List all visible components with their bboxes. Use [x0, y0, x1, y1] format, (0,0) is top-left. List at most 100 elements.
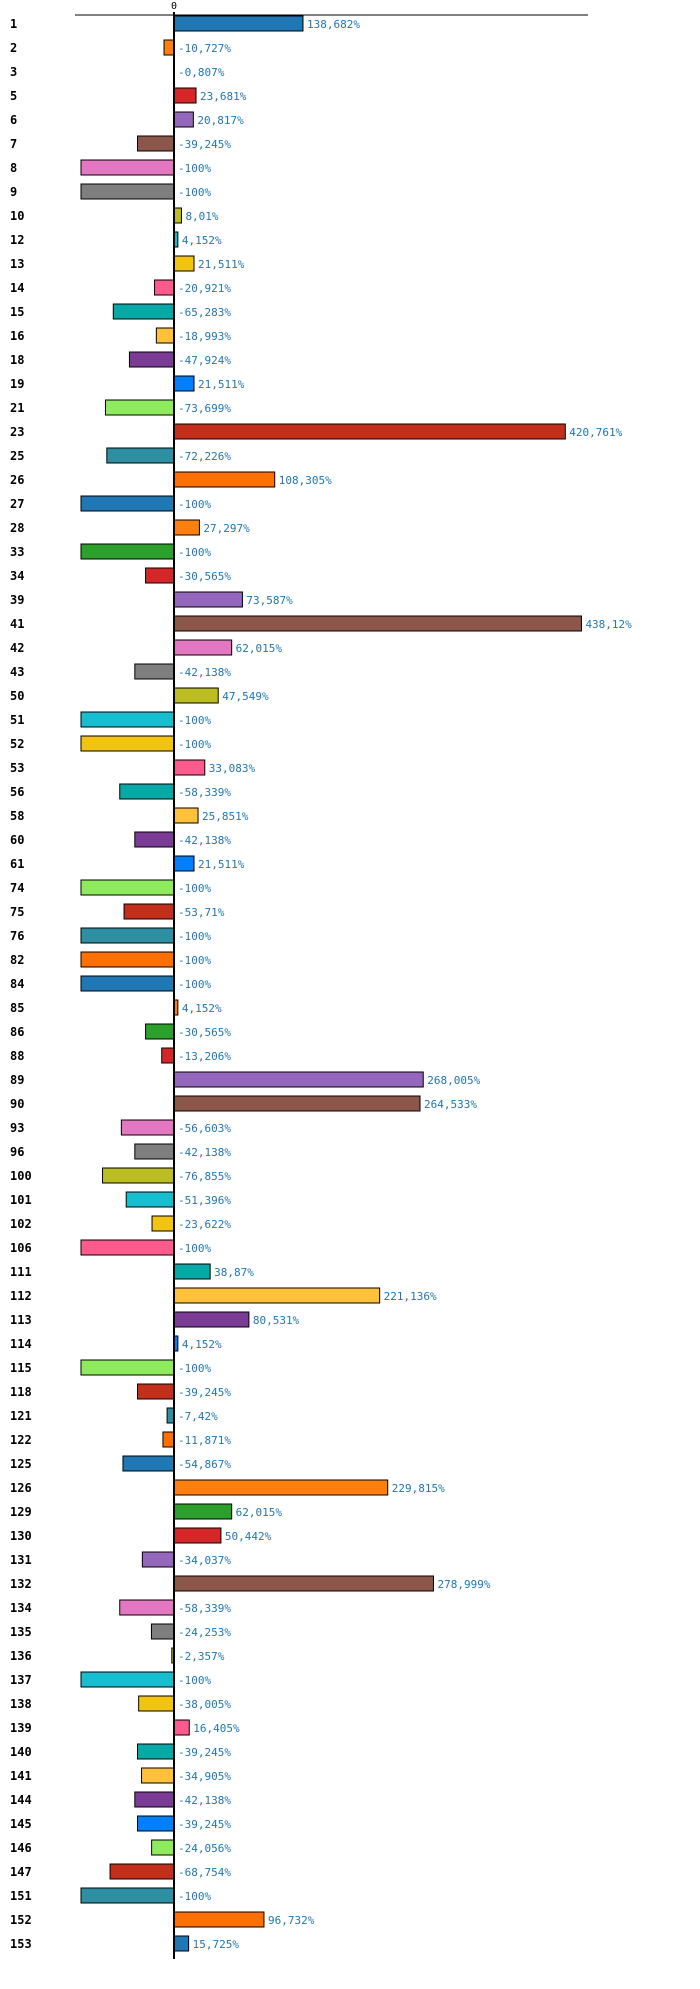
- bar: [173, 15, 304, 32]
- bar: [166, 1407, 175, 1424]
- bar: [80, 1887, 175, 1904]
- bar: [80, 735, 175, 752]
- category-label: 16: [10, 329, 24, 343]
- value-label: 438,12%: [585, 618, 632, 631]
- value-label: -7,42%: [178, 1410, 218, 1423]
- category-label: 51: [10, 713, 24, 727]
- value-label: -42,138%: [178, 834, 231, 847]
- value-label: -38,005%: [178, 1698, 231, 1711]
- value-label: -42,138%: [178, 1794, 231, 1807]
- value-label: -100%: [178, 954, 211, 967]
- category-label: 74: [10, 881, 24, 895]
- value-label: -39,245%: [178, 1818, 231, 1831]
- value-label: 27,297%: [203, 522, 250, 535]
- value-label: 268,005%: [427, 1074, 480, 1087]
- category-label: 60: [10, 833, 24, 847]
- category-label: 18: [10, 353, 24, 367]
- value-label: -100%: [178, 1242, 211, 1255]
- category-label: 114: [10, 1337, 32, 1351]
- value-label: -100%: [178, 186, 211, 199]
- bar: [173, 1527, 222, 1544]
- category-label: 27: [10, 497, 24, 511]
- bar: [80, 1671, 175, 1688]
- value-label: -13,206%: [178, 1050, 231, 1063]
- category-label: 58: [10, 809, 24, 823]
- zero-tick-label: 0: [171, 1, 177, 12]
- category-label: 21: [10, 401, 24, 415]
- bar: [102, 1167, 175, 1184]
- value-label: 23,681%: [200, 90, 247, 103]
- bar: [173, 471, 276, 488]
- value-label: -51,396%: [178, 1194, 231, 1207]
- value-label: -65,283%: [178, 306, 231, 319]
- value-label: -76,855%: [178, 1170, 231, 1183]
- category-label: 5: [10, 89, 17, 103]
- bar: [155, 327, 175, 344]
- bar: [173, 639, 233, 656]
- value-label: 96,732%: [268, 1914, 315, 1927]
- bar: [173, 255, 195, 272]
- value-label: -58,339%: [178, 786, 231, 799]
- value-label: -68,754%: [178, 1866, 231, 1879]
- category-label: 151: [10, 1889, 32, 1903]
- value-label: 264,533%: [424, 1098, 477, 1111]
- bar: [173, 1935, 190, 1952]
- bar: [161, 1047, 175, 1064]
- bar: [137, 1743, 175, 1760]
- value-label: -54,867%: [178, 1458, 231, 1471]
- value-label: 16,405%: [193, 1722, 240, 1735]
- bar: [173, 1095, 421, 1112]
- category-label: 144: [10, 1793, 32, 1807]
- bar: [173, 1575, 434, 1592]
- value-label: 4,152%: [182, 1338, 222, 1351]
- bar: [119, 783, 175, 800]
- bar: [134, 1791, 175, 1808]
- category-label: 2: [10, 41, 17, 55]
- category-label: 147: [10, 1865, 32, 1879]
- category-label: 140: [10, 1745, 32, 1759]
- category-label: 90: [10, 1097, 24, 1111]
- category-label: 19: [10, 377, 24, 391]
- bars: 1 138,682% 2 -10,727% 3 -0,807% 5 23,681% 6 20,81…: [10, 15, 632, 1952]
- bar: [173, 759, 206, 776]
- bar: [80, 183, 175, 200]
- category-label: 12: [10, 233, 24, 247]
- category-label: 25: [10, 449, 24, 463]
- category-label: 129: [10, 1505, 32, 1519]
- category-label: 52: [10, 737, 24, 751]
- value-label: -100%: [178, 162, 211, 175]
- bar: [151, 1839, 175, 1856]
- category-label: 3: [10, 65, 17, 79]
- category-label: 141: [10, 1769, 32, 1783]
- value-label: 47,549%: [222, 690, 269, 703]
- category-label: 137: [10, 1673, 32, 1687]
- category-label: 39: [10, 593, 24, 607]
- category-label: 125: [10, 1457, 32, 1471]
- bar: [173, 591, 243, 608]
- category-label: 6: [10, 113, 17, 127]
- bar: [80, 495, 175, 512]
- bar: [173, 687, 219, 704]
- category-label: 10: [10, 209, 24, 223]
- bar: [173, 375, 195, 392]
- bar: [173, 207, 182, 224]
- category-label: 102: [10, 1217, 32, 1231]
- bar: [173, 1311, 250, 1328]
- bar: [151, 1215, 175, 1232]
- bar: [137, 1383, 175, 1400]
- bar: [173, 1287, 381, 1304]
- value-label: -0,807%: [178, 66, 225, 79]
- value-label: -2,357%: [178, 1650, 225, 1663]
- category-label: 118: [10, 1385, 32, 1399]
- category-label: 34: [10, 569, 24, 583]
- category-label: 14: [10, 281, 24, 295]
- value-label: 4,152%: [182, 234, 222, 247]
- bar: [106, 447, 175, 464]
- bar: [173, 855, 195, 872]
- category-label: 126: [10, 1481, 32, 1495]
- bar: [80, 951, 175, 968]
- value-label: -30,565%: [178, 570, 231, 583]
- bar: [80, 1239, 175, 1256]
- value-label: -47,924%: [178, 354, 231, 367]
- value-label: 138,682%: [307, 18, 360, 31]
